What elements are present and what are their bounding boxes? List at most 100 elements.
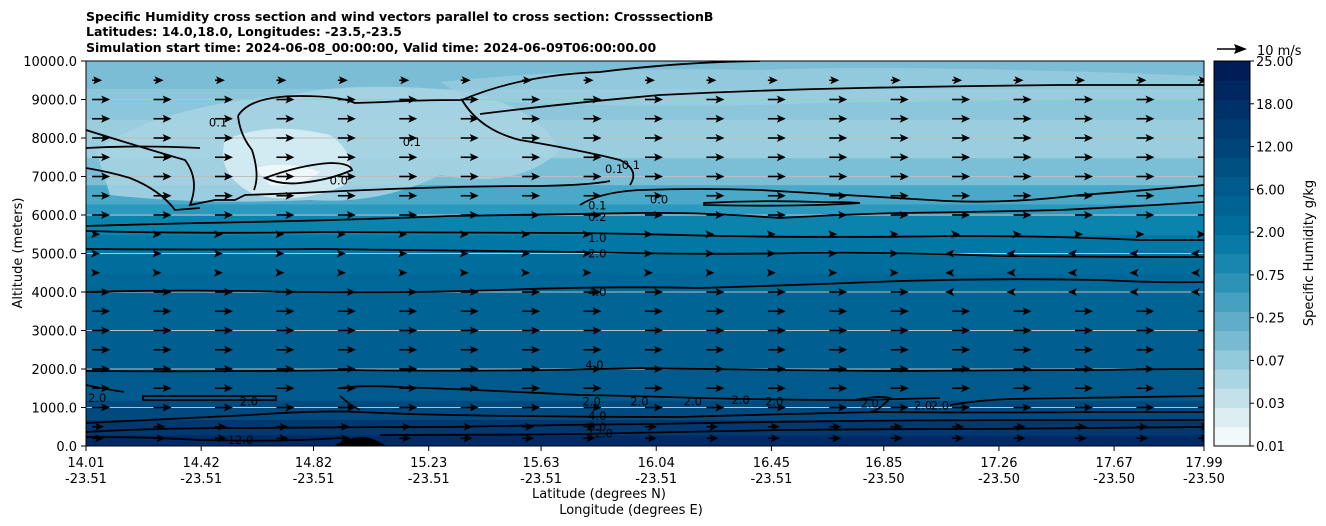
wind-vector-head bbox=[715, 403, 725, 412]
wind-vector bbox=[767, 288, 786, 296]
wind-vector bbox=[1136, 403, 1155, 412]
wind-vector bbox=[645, 365, 663, 373]
wind-vector-head bbox=[715, 134, 725, 142]
wind-vector bbox=[829, 172, 848, 181]
wind-vector-head bbox=[1078, 434, 1087, 443]
wind-vector-head bbox=[1084, 95, 1093, 104]
wind-vector-head bbox=[715, 95, 725, 104]
wind-vector bbox=[706, 326, 725, 335]
wind-vector bbox=[583, 95, 602, 104]
wind-vector bbox=[890, 134, 909, 142]
wind-vector-head bbox=[1084, 134, 1093, 142]
wind-vector bbox=[522, 114, 541, 123]
wind-vector bbox=[1075, 134, 1093, 142]
wind-vector bbox=[336, 230, 346, 239]
wind-vector-head bbox=[654, 153, 663, 162]
colorbar-tick-label: 6.00 bbox=[1256, 183, 1285, 198]
wind-vector bbox=[337, 172, 356, 181]
wind-vector-head bbox=[899, 211, 909, 219]
wind-vector bbox=[767, 172, 786, 181]
wind-vector-head bbox=[1145, 191, 1155, 200]
wind-vector bbox=[215, 307, 233, 316]
wind-vector bbox=[337, 365, 356, 373]
wind-vector bbox=[1013, 172, 1032, 181]
colorbar-segment bbox=[1214, 215, 1250, 235]
x-tick-label-longitude: -23.51 bbox=[180, 472, 222, 487]
wind-vector bbox=[522, 434, 535, 443]
wind-vector bbox=[767, 211, 786, 219]
colorbar-tick-label: 0.01 bbox=[1256, 440, 1285, 455]
contour-label: 4.0 bbox=[588, 285, 606, 299]
wind-vector bbox=[1136, 307, 1155, 316]
wind-vector-head bbox=[838, 384, 848, 393]
wind-vector bbox=[582, 249, 592, 258]
wind-vector bbox=[890, 326, 909, 335]
wind-vector-head bbox=[469, 211, 479, 219]
wind-vector-head bbox=[521, 230, 531, 239]
wind-vector bbox=[829, 403, 848, 412]
contour-label: 2.0 bbox=[914, 399, 932, 413]
wind-vector-head bbox=[832, 434, 842, 443]
wind-vector-head bbox=[961, 345, 971, 354]
wind-vector bbox=[522, 172, 541, 181]
wind-vector-head bbox=[285, 403, 295, 412]
x-tick-label-latitude: 15.23 bbox=[410, 456, 447, 471]
contour-line bbox=[854, 395, 892, 413]
wind-vector-head bbox=[838, 114, 848, 123]
wind-vector-head bbox=[592, 191, 602, 200]
wind-vector-head bbox=[1145, 172, 1155, 181]
colorbar-segment bbox=[1214, 426, 1250, 447]
wind-vector-head bbox=[953, 76, 963, 85]
wind-vector bbox=[215, 153, 233, 162]
contour-label: 0.1 bbox=[403, 135, 421, 149]
wind-vector-head bbox=[224, 365, 233, 373]
wind-vector bbox=[829, 345, 848, 354]
wind-vector bbox=[522, 76, 533, 85]
wind-vector bbox=[583, 326, 602, 335]
wind-vector-head bbox=[961, 211, 971, 219]
wind-vector bbox=[276, 307, 295, 316]
wind-vector-head bbox=[152, 249, 162, 258]
wind-vector bbox=[583, 422, 596, 431]
wind-vector bbox=[91, 268, 101, 277]
wind-vector bbox=[767, 76, 778, 85]
wind-vector bbox=[276, 172, 295, 181]
wind-vector-head bbox=[776, 307, 786, 316]
wind-vector bbox=[1013, 134, 1032, 142]
colorbar-segment bbox=[1214, 234, 1250, 255]
wind-vector-head bbox=[279, 434, 289, 443]
wind-vector bbox=[829, 134, 848, 142]
wind-vector bbox=[828, 268, 838, 277]
wind-vector bbox=[952, 172, 971, 181]
wind-vector-head bbox=[285, 345, 295, 354]
wind-vector-head bbox=[654, 307, 663, 316]
contour-label: 4.0 bbox=[588, 409, 606, 423]
wind-vector-head bbox=[402, 434, 412, 443]
wind-vector bbox=[829, 114, 848, 123]
wind-vector-head bbox=[275, 230, 285, 239]
wind-vector-head bbox=[1022, 211, 1032, 219]
wind-vector-head bbox=[1016, 434, 1026, 443]
wind-vector-head bbox=[715, 345, 725, 354]
wind-vector bbox=[952, 326, 971, 335]
colorbar-segment bbox=[1214, 349, 1250, 370]
wind-vector bbox=[767, 326, 786, 335]
wind-vector bbox=[214, 268, 223, 277]
wind-vector-head bbox=[1022, 326, 1032, 335]
wind-vector bbox=[398, 249, 408, 258]
wind-vector bbox=[829, 422, 842, 431]
wind-vector bbox=[1136, 384, 1155, 393]
wind-vector bbox=[1068, 249, 1077, 258]
wind-vector bbox=[1013, 434, 1026, 443]
wind-vector bbox=[583, 434, 596, 443]
wind-vector-head bbox=[715, 191, 725, 200]
wind-vector-head bbox=[224, 403, 233, 412]
wind-vector-head bbox=[654, 345, 663, 354]
wind-vector bbox=[706, 191, 725, 200]
wind-vector-head bbox=[531, 153, 541, 162]
wind-vector bbox=[460, 365, 479, 373]
wind-vector-head bbox=[715, 114, 725, 123]
wind-vector bbox=[1013, 307, 1032, 316]
wind-vector-head bbox=[469, 114, 479, 123]
